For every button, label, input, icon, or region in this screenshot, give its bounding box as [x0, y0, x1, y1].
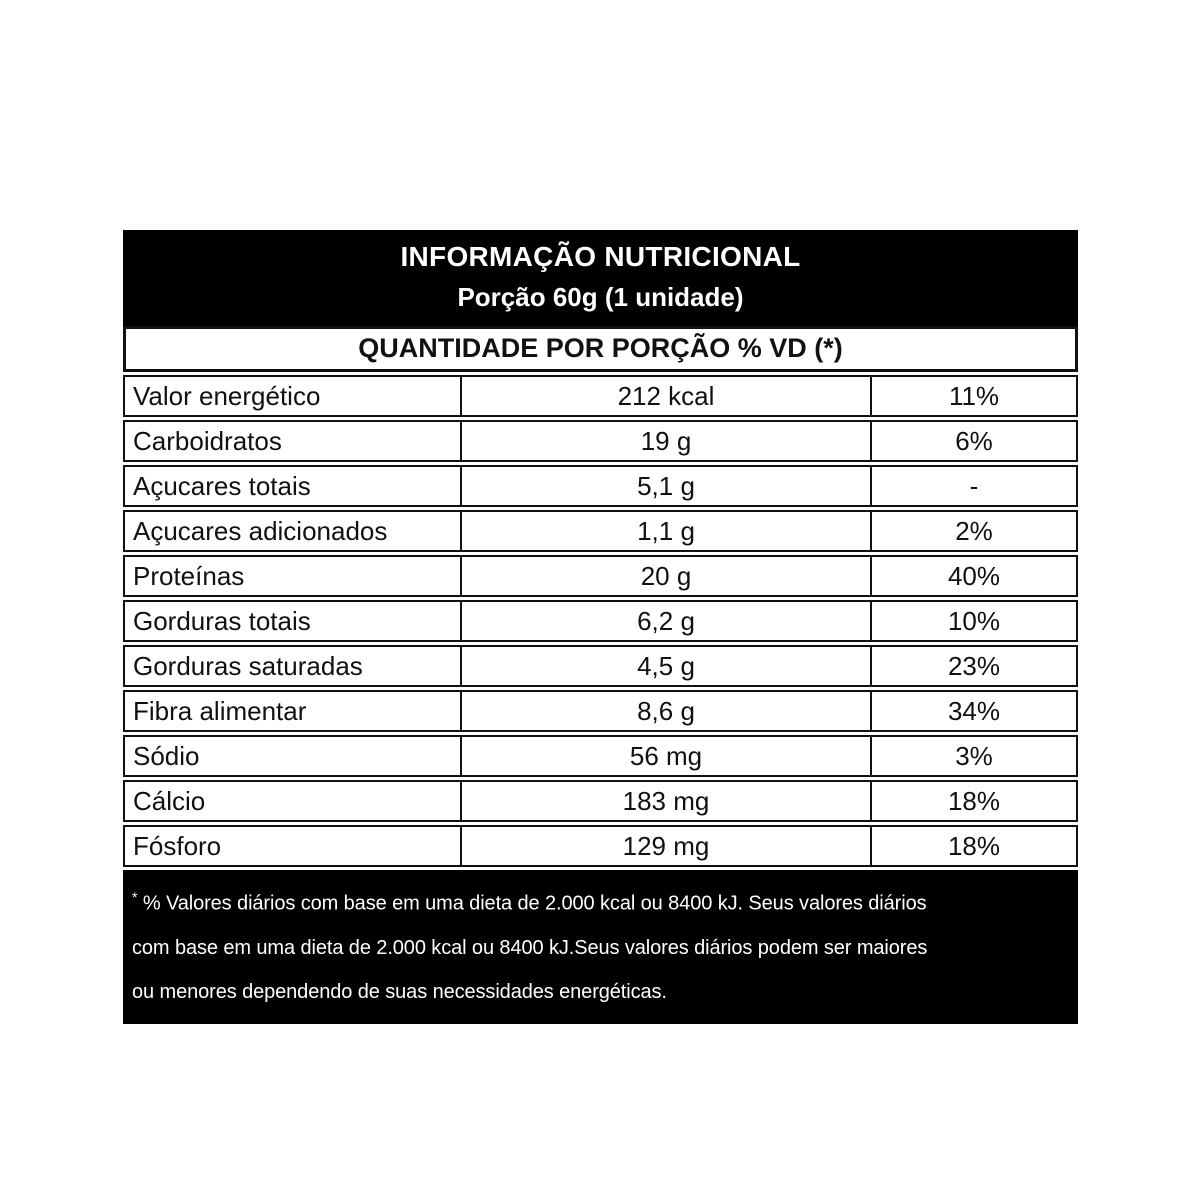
- footnote-line-1-text: % Valores diários com base em uma dieta …: [137, 892, 927, 915]
- footnote-line-2: com base em uma dieta de 2.000 kcal ou 8…: [132, 936, 928, 959]
- nutrient-daily-value: 34%: [947, 696, 1001, 726]
- nutrient-name: Proteínas: [125, 557, 462, 595]
- nutrient-amount: 212 kcal: [462, 377, 872, 415]
- table-row: Cálcio 183 mg 18%: [123, 780, 1078, 822]
- table-row: Gorduras totais 6,2 g 10%: [123, 600, 1078, 642]
- nutrient-amount: 5,1 g: [462, 467, 872, 505]
- nutrient-daily-value: 11%: [948, 381, 1000, 411]
- nutrient-name: Fósforo: [125, 827, 462, 865]
- serving-size: Porção 60g (1 unidade): [457, 282, 744, 312]
- nutrient-daily-value: 18%: [947, 831, 1001, 861]
- nutrient-amount: 20 g: [462, 557, 872, 595]
- asterisk-marker: *: [132, 889, 138, 905]
- nutrient-daily-value: 40%: [947, 561, 1001, 591]
- nutrient-name: Valor energético: [125, 377, 462, 415]
- nutrient-name: Carboidratos: [125, 422, 462, 460]
- label-header-band: INFORMAÇÃO NUTRICIONAL Porção 60g (1 uni…: [123, 230, 1078, 326]
- footnote-line-3: ou menores dependendo de suas necessidad…: [132, 980, 667, 1003]
- nutrient-name: Gorduras saturadas: [125, 647, 462, 685]
- label-title: INFORMAÇÃO NUTRICIONAL: [400, 241, 801, 272]
- table-row: Fibra alimentar 8,6 g 34%: [123, 690, 1078, 732]
- nutrient-name: Cálcio: [125, 782, 462, 820]
- table-row: Açucares adicionados 1,1 g 2%: [123, 510, 1078, 552]
- table-row: Carboidratos 19 g 6%: [123, 420, 1078, 462]
- nutrient-daily-value: 2%: [955, 516, 993, 546]
- nutrient-name: Açucares totais: [125, 467, 462, 505]
- nutrient-amount: 6,2 g: [462, 602, 872, 640]
- nutrient-amount: 56 mg: [462, 737, 872, 775]
- nutrient-rows: Valor energético 212 kcal 11% Carboidratos 1…: [123, 375, 1078, 867]
- nutrient-name: Fibra alimentar: [125, 692, 462, 730]
- table-row: Gorduras saturadas 4,5 g 23%: [123, 645, 1078, 687]
- table-row: Valor energético 212 kcal 11%: [123, 375, 1078, 417]
- nutrient-daily-value: 23%: [947, 651, 1001, 681]
- nutrient-amount: 1,1 g: [462, 512, 872, 550]
- nutrition-facts-table: INFORMAÇÃO NUTRICIONAL Porção 60g (1 uni…: [123, 230, 1078, 1024]
- nutrient-amount: 19 g: [462, 422, 872, 460]
- table-row: Fósforo 129 mg 18%: [123, 825, 1078, 867]
- columns-header: QUANTIDADE POR PORÇÃO % VD (*): [123, 326, 1078, 372]
- nutrient-daily-value: -: [969, 471, 979, 501]
- nutrient-daily-value: 10%: [947, 606, 1001, 636]
- nutrient-amount: 4,5 g: [462, 647, 872, 685]
- table-row: Proteínas 20 g 40%: [123, 555, 1078, 597]
- nutrient-daily-value: 6%: [955, 426, 993, 456]
- nutrient-name: Gorduras totais: [125, 602, 462, 640]
- daily-values-footnote: * % Valores diários com base em uma diet…: [123, 870, 1078, 1024]
- nutrient-amount: 129 mg: [462, 827, 872, 865]
- nutrient-name: Sódio: [125, 737, 462, 775]
- nutrient-daily-value: 3%: [955, 741, 993, 771]
- nutrient-daily-value: 18%: [947, 786, 1001, 816]
- table-row: Açucares totais 5,1 g -: [123, 465, 1078, 507]
- nutrient-amount: 8,6 g: [462, 692, 872, 730]
- nutrient-name: Açucares adicionados: [125, 512, 462, 550]
- nutrient-amount: 183 mg: [462, 782, 872, 820]
- footnote-line-1: * % Valores diários com base em uma diet…: [132, 883, 1070, 919]
- table-row: Sódio 56 mg 3%: [123, 735, 1078, 777]
